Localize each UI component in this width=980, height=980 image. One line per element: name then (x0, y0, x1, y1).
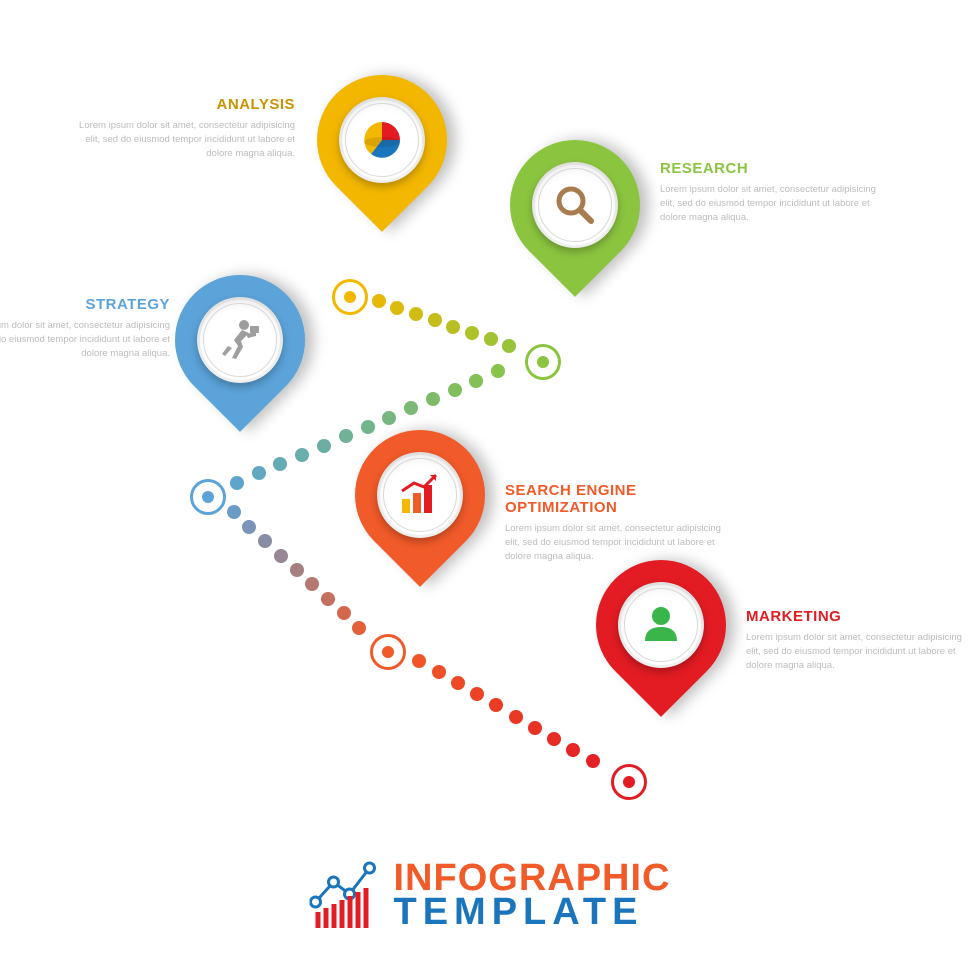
connector-dot (451, 676, 465, 690)
connector-dot (426, 392, 440, 406)
desc-research: Lorem ipsum dolor sit amet, consectetur … (660, 183, 880, 224)
footer-text: INFOGRAPHIC TEMPLATE (394, 861, 671, 929)
desc-analysis: Lorem ipsum dolor sit amet, consectetur … (75, 119, 295, 160)
connector-dot (446, 320, 460, 334)
connector-dot (390, 301, 404, 315)
footer-line2: TEMPLATE (394, 895, 671, 929)
connector-dot (230, 476, 244, 490)
footer-line1: INFOGRAPHIC (394, 861, 671, 895)
infographic-canvas: ANALYSIS Lorem ipsum dolor sit amet, cons… (0, 0, 980, 980)
connector-dot (432, 665, 446, 679)
connector-dot (409, 307, 423, 321)
connector-dot (252, 466, 266, 480)
target-marketing (614, 767, 644, 797)
connector-dot (339, 429, 353, 443)
bar-growth-icon (396, 471, 444, 519)
textblock-research: RESEARCH Lorem ipsum dolor sit amet, cons… (660, 160, 880, 224)
pin-inner-circle (377, 452, 463, 538)
footer-logo: INFOGRAPHIC TEMPLATE (310, 860, 671, 930)
pin-seo (328, 403, 512, 587)
connector-dot (528, 721, 542, 735)
connector-dot (242, 520, 256, 534)
connector-dot (502, 339, 516, 353)
connector-dot (484, 332, 498, 346)
pie-chart-icon (358, 116, 406, 164)
target-research (528, 347, 558, 377)
connector-dot (547, 732, 561, 746)
textblock-analysis: ANALYSIS Lorem ipsum dolor sit amet, cons… (75, 96, 295, 160)
connector-dot (382, 411, 396, 425)
connector-dot (404, 401, 418, 415)
title-strategy: STRATEGY (0, 296, 170, 313)
target-analysis (335, 282, 365, 312)
title-analysis: ANALYSIS (75, 96, 295, 113)
textblock-strategy: STRATEGY Lorem ipsum dolor sit amet, cons… (0, 296, 170, 360)
target-seo (373, 637, 403, 667)
connector-dot (428, 313, 442, 327)
title-research: RESEARCH (660, 160, 880, 177)
running-man-icon (216, 316, 264, 364)
magnifier-icon (551, 181, 599, 229)
connector-dot (337, 606, 351, 620)
desc-strategy: Lorem ipsum dolor sit amet, consectetur … (0, 319, 170, 360)
pin-strategy (148, 248, 332, 432)
connector-dot (470, 687, 484, 701)
connector-dot (227, 505, 241, 519)
connector-dot (489, 698, 503, 712)
desc-seo: Lorem ipsum dolor sit amet, consectetur … (505, 522, 725, 563)
connector-dot (295, 448, 309, 462)
connector-dot (448, 383, 462, 397)
title-seo: SEARCH ENGINE OPTIMIZATION (505, 482, 725, 516)
footer-chart-icon (310, 860, 380, 930)
connector-dot (273, 457, 287, 471)
connector-dot (305, 577, 319, 591)
connector-dot (412, 654, 426, 668)
connector-dot (491, 364, 505, 378)
connector-dot (465, 326, 479, 340)
connector-dot (509, 710, 523, 724)
connector-dot (352, 621, 366, 635)
connector-dot (274, 549, 288, 563)
connector-dot (290, 563, 304, 577)
pin-inner-circle (197, 297, 283, 383)
textblock-marketing: MARKETING Lorem ipsum dolor sit amet, con… (746, 608, 966, 672)
connector-dot (317, 439, 331, 453)
textblock-seo: SEARCH ENGINE OPTIMIZATION Lorem ipsum do… (505, 482, 725, 563)
connector-dot (566, 743, 580, 757)
target-strategy (193, 482, 223, 512)
pin-research (483, 113, 667, 297)
connector-dot (321, 592, 335, 606)
connector-dot (361, 420, 375, 434)
title-marketing: MARKETING (746, 608, 966, 625)
person-icon (637, 601, 685, 649)
desc-marketing: Lorem ipsum dolor sit amet, consectetur … (746, 631, 966, 672)
connector-dot (469, 374, 483, 388)
connector-dot (372, 294, 386, 308)
connector-dot (586, 754, 600, 768)
pin-analysis (290, 48, 474, 232)
pin-inner-circle (532, 162, 618, 248)
pin-inner-circle (339, 97, 425, 183)
pin-inner-circle (618, 582, 704, 668)
connector-dot (258, 534, 272, 548)
